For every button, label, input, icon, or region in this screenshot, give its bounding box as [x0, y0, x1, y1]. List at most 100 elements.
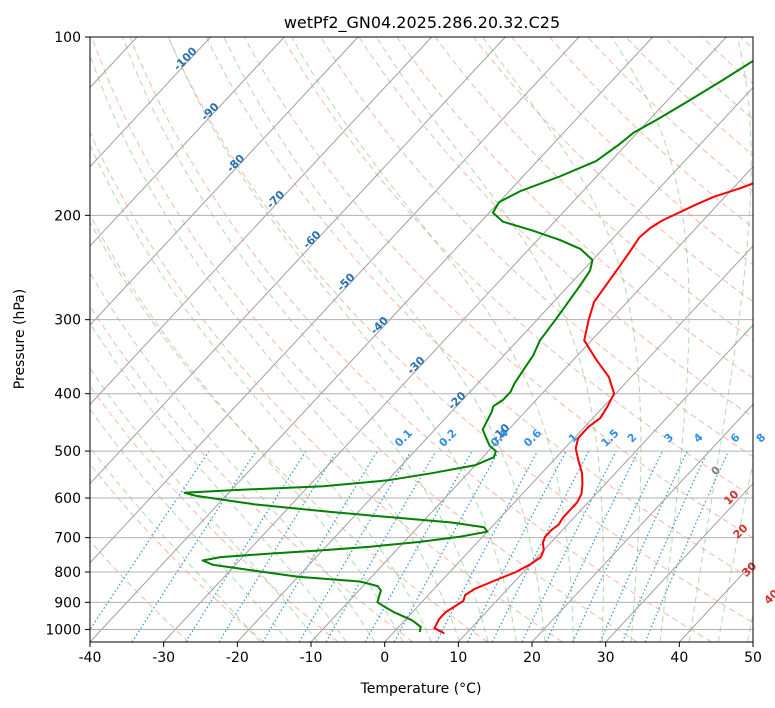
- isotherm-line: [90, 37, 212, 168]
- isotherm-line: [90, 37, 359, 326]
- dry-adiabat-line: [167, 37, 753, 624]
- isotherm-line: [752, 641, 753, 642]
- temperature-profile-line: [433, 182, 753, 635]
- mixing-ratio-label: 0.1: [392, 427, 415, 450]
- isotherm-line: [163, 37, 727, 642]
- y-tick-label: 1000: [45, 622, 81, 638]
- isotherm-line: [310, 165, 753, 642]
- chart-series: [183, 59, 753, 635]
- chart-grid: [0, 37, 753, 642]
- isotherm-label: -20: [445, 389, 468, 412]
- dry-adiabat-line: [282, 37, 753, 498]
- mixing-ratio-label: 3: [662, 431, 677, 446]
- isotherm-line: [457, 324, 753, 642]
- y-tick-label: 300: [54, 313, 81, 329]
- moist-adiabat-line: [747, 612, 753, 642]
- moist-adiabat-line: [90, 408, 290, 642]
- mixing-ratio-line: [218, 450, 338, 642]
- y-tick-label: 900: [54, 595, 81, 611]
- moist-adiabat-line: [482, 37, 642, 642]
- dry-adiabat-line: [90, 540, 190, 642]
- mixing-ratio-line: [491, 450, 590, 642]
- x-tick-label: 50: [744, 650, 762, 666]
- x-tick-label: -20: [226, 650, 249, 666]
- moist-adiabat-line: [168, 37, 517, 642]
- isotherm-line: [90, 37, 580, 564]
- dry-adiabat-line: [90, 305, 414, 642]
- dry-adiabat-line: [90, 385, 339, 642]
- mixing-ratio-line: [521, 450, 617, 642]
- dry-adiabat-line: [90, 221, 488, 642]
- moist-adiabat-line: [90, 322, 347, 642]
- dry-adiabat-line: [663, 37, 753, 120]
- isotherm-line: [90, 37, 506, 485]
- dry-adiabat-line: [244, 37, 753, 539]
- chart-axes: -40 -30 -20 -10 0 10 20 30 40 5010020030040050060…: [45, 30, 762, 666]
- moist-adiabat-line: [90, 272, 376, 642]
- dry-adiabat-line: [91, 37, 638, 642]
- moist-adiabat-label: 30: [739, 559, 759, 579]
- x-tick-label: -10: [300, 650, 323, 666]
- x-tick-label: 20: [523, 650, 541, 666]
- mixing-ratio-line: [131, 450, 257, 642]
- moist-adiabat-line: [90, 367, 319, 642]
- isotherm-line: [605, 482, 753, 642]
- mixing-ratio-line: [435, 450, 539, 642]
- dry-adiabat-line: [129, 37, 712, 642]
- isotherm-label: -70: [264, 188, 287, 211]
- x-axis-label: Temperature (°C): [360, 681, 482, 697]
- y-tick-label: 600: [54, 491, 81, 507]
- isotherm-label: -80: [224, 151, 247, 174]
- y-axis-label: Pressure (hPa): [12, 289, 28, 389]
- y-tick-label: 800: [54, 565, 81, 581]
- moist-adiabat-line: [717, 460, 753, 642]
- x-tick-label: -30: [152, 650, 175, 666]
- isotherm-label: -40: [368, 314, 391, 337]
- dry-adiabat-line: [701, 37, 753, 85]
- moist-adiabat-line: [688, 37, 752, 642]
- chart-guide-labels: -100-90-80-70-60-50-40-30-20-100.1 0.2 0.4…: [171, 44, 775, 607]
- isotherm-line: [531, 403, 753, 642]
- isotherm-label: -30: [404, 354, 427, 377]
- mixing-ratio-line: [393, 450, 500, 642]
- x-tick-label: -40: [79, 650, 102, 666]
- isotherm-label: -50: [334, 270, 357, 293]
- moist-adiabat-line: [291, 37, 575, 642]
- dry-adiabat-line: [740, 37, 753, 50]
- mixing-ratio-line: [185, 450, 307, 642]
- x-tick-label: 30: [597, 650, 615, 666]
- isotherm-line: [90, 37, 654, 642]
- moist-adiabat-line: [375, 37, 604, 642]
- x-tick-label: 10: [449, 650, 467, 666]
- chart-title: wetPf2_GN04.2025.286.20.32.C25: [284, 13, 560, 33]
- dewpoint-profile-line: [183, 59, 753, 633]
- y-tick-label: 200: [54, 208, 81, 224]
- dry-adiabat-line: [396, 37, 753, 379]
- isotherm-line: [384, 245, 753, 642]
- dry-adiabat-line: [90, 131, 563, 642]
- dry-adiabat-line: [434, 37, 753, 341]
- isotherm-label: -100: [171, 44, 200, 73]
- mixing-ratio-label: 1: [566, 431, 581, 446]
- mixing-ratio-line: [572, 450, 664, 642]
- moist-adiabat-label: 40: [762, 587, 775, 607]
- mixing-ratio-label: 4: [691, 431, 706, 446]
- dry-adiabat-line: [320, 37, 753, 458]
- mixing-ratio-line: [90, 450, 210, 631]
- y-tick-label: 100: [54, 30, 81, 46]
- moist-adiabat-line: [90, 53, 461, 642]
- x-tick-label: 0: [380, 650, 389, 666]
- mixing-ratio-line: [364, 450, 473, 642]
- moist-adiabat-line: [122, 37, 489, 642]
- moist-adiabat-line: [611, 37, 690, 642]
- y-tick-label: 700: [54, 531, 81, 547]
- isotherm-line: [678, 562, 753, 642]
- mixing-ratio-label: 6: [728, 431, 743, 446]
- dry-adiabat-line: [473, 37, 753, 303]
- x-tick-label: 40: [670, 650, 688, 666]
- mixing-ratio-label: 2: [625, 431, 640, 446]
- isotherm-line: [0, 37, 63, 642]
- mixing-ratio-label: 0.6: [521, 426, 544, 449]
- mixing-ratio-label: 8: [754, 431, 769, 446]
